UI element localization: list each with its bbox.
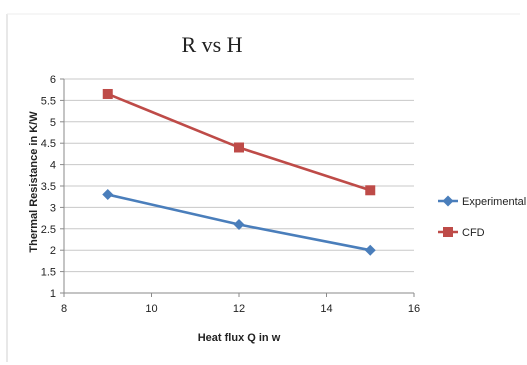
y-tick-label: 5: [50, 117, 56, 129]
x-axis-title: Heat flux Q in w: [198, 332, 281, 344]
grid-lines: [64, 78, 414, 273]
data-point-experimental: [102, 189, 114, 201]
y-tick-label: 1.5: [41, 267, 56, 279]
x-tick-label: 8: [61, 303, 67, 315]
data-point-cfd: [234, 142, 244, 153]
y-tick-label: 3.5: [41, 181, 56, 193]
axes: [60, 78, 415, 297]
x-tick-labels: 8 10 12 14 16: [61, 303, 420, 315]
data-point-experimental: [364, 244, 376, 256]
y-tick-label: 4.5: [41, 138, 56, 150]
series-layer: [102, 88, 376, 256]
legend-item-cfd: CFD: [438, 227, 485, 239]
data-point-cfd: [102, 88, 113, 99]
data-point-experimental: [233, 219, 245, 231]
y-tick-label: 3: [50, 202, 56, 214]
x-tick-label: 10: [145, 303, 157, 315]
y-tick-label: 6: [50, 74, 56, 86]
y-tick-label: 2: [50, 245, 56, 257]
y-tick-labels: 1 1.5 2 2.5 3 3.5 4 4.5 5 5.5 6: [41, 74, 56, 300]
legend-marker-cfd: [443, 227, 453, 237]
y-tick-label: 1: [50, 288, 56, 300]
x-tick-label: 16: [408, 303, 420, 315]
legend-label-experimental: Experimental: [462, 196, 526, 208]
y-tick-label: 5.5: [41, 95, 56, 107]
legend-marker-experimental: [442, 195, 454, 207]
y-axis-title: Thermal Resistance in K/W: [28, 111, 40, 253]
legend-label-cfd: CFD: [462, 227, 485, 239]
chart-title: R vs H: [181, 32, 242, 57]
legend-item-experimental: Experimental: [438, 195, 526, 208]
y-tick-label: 4: [50, 160, 56, 172]
x-tick-label: 14: [320, 303, 332, 315]
x-tick-label: 12: [233, 303, 245, 315]
y-tick-label: 2.5: [41, 224, 56, 236]
series-experimental: [102, 189, 376, 256]
data-point-cfd: [365, 185, 376, 196]
legend: Experimental CFD: [438, 195, 526, 239]
series-line-cfd: [107, 92, 371, 192]
series-cfd: [102, 88, 376, 196]
